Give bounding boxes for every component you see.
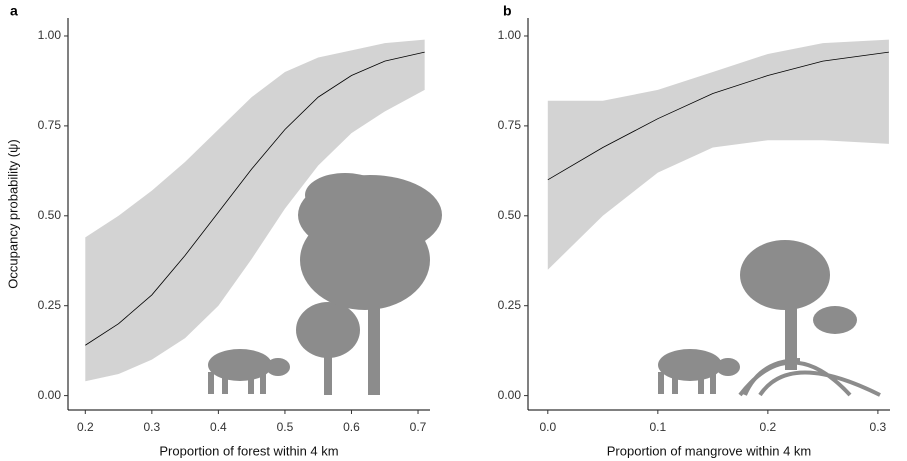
confidence-band — [548, 40, 889, 270]
plot-layer — [85, 40, 889, 382]
y-axis-label: Occupancy probability (ψ) — [5, 139, 20, 288]
y-tick-label: 0.25 — [498, 298, 522, 312]
x-axis-label: Proportion of mangrove within 4 km — [607, 443, 811, 458]
y-tick-label: 0.00 — [498, 388, 522, 402]
y-tick-label: 0.75 — [498, 118, 522, 132]
x-tick-label: 0.7 — [410, 420, 427, 434]
x-tick-label: 0.4 — [210, 420, 227, 434]
x-tick-label: 0.3 — [870, 420, 887, 434]
y-tick-label: 0.75 — [38, 118, 62, 132]
y-tick-label: 0.50 — [38, 208, 62, 222]
silhouette — [658, 240, 880, 395]
x-tick-label: 0.1 — [649, 420, 666, 434]
y-tick-label: 0.00 — [38, 388, 62, 402]
y-tick-label: 1.00 — [498, 28, 522, 42]
x-tick-label: 0.6 — [343, 420, 360, 434]
y-tick-label: 0.25 — [38, 298, 62, 312]
y-tick-label: 1.00 — [38, 28, 62, 42]
y-tick-label: 0.50 — [498, 208, 522, 222]
x-tick-label: 0.2 — [77, 420, 94, 434]
panel-label: a — [10, 3, 18, 19]
x-tick-label: 0.2 — [760, 420, 777, 434]
x-tick-label: 0.0 — [539, 420, 556, 434]
x-tick-label: 0.5 — [277, 420, 294, 434]
x-tick-label: 0.3 — [144, 420, 161, 434]
panel-label: b — [503, 3, 512, 19]
chart: 0.00 0.25 0.50 0.75 1.00 0.2 0.3 0.4 0.5 0.6 0.7 Pr… — [0, 0, 907, 461]
x-axis-label: Proportion of forest within 4 km — [159, 443, 338, 458]
